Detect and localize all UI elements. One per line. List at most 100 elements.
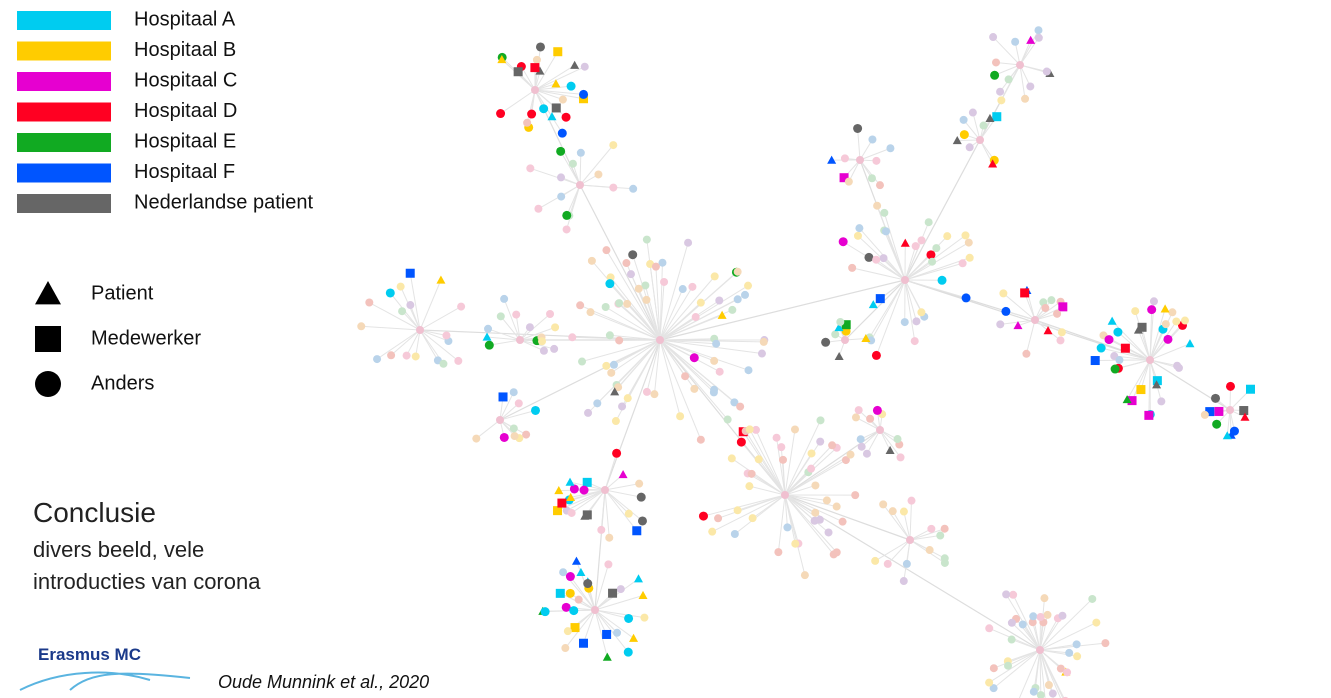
node	[902, 559, 911, 568]
edge	[614, 339, 661, 393]
node	[608, 588, 618, 598]
edge	[1039, 649, 1046, 698]
edge	[963, 119, 981, 141]
node	[594, 170, 603, 179]
node	[811, 481, 820, 490]
edge	[659, 300, 720, 341]
node	[822, 496, 831, 505]
edge	[409, 273, 421, 331]
node	[539, 104, 549, 114]
edge	[613, 339, 661, 366]
edge	[1140, 359, 1151, 390]
node	[996, 87, 1005, 96]
node	[602, 629, 612, 639]
legend-label: Hospitaal B	[134, 39, 236, 61]
edge	[1039, 643, 1077, 651]
node	[640, 613, 649, 622]
hub	[901, 276, 909, 284]
legend-shape	[35, 281, 61, 305]
node	[862, 449, 871, 458]
node	[1212, 419, 1222, 429]
node	[717, 310, 727, 319]
edge	[784, 454, 851, 496]
node	[710, 356, 719, 365]
node	[778, 455, 787, 464]
hub	[416, 326, 424, 334]
hub	[531, 86, 539, 94]
edge	[784, 429, 796, 496]
node	[829, 550, 838, 559]
node	[1205, 407, 1215, 417]
node	[800, 571, 809, 580]
node	[565, 477, 575, 486]
edge	[859, 147, 891, 161]
node	[1011, 37, 1020, 46]
node	[807, 449, 816, 458]
node	[958, 259, 967, 268]
node	[1090, 356, 1100, 366]
node	[744, 281, 753, 290]
node	[952, 135, 962, 145]
node	[566, 81, 576, 91]
node	[534, 204, 543, 213]
edge	[1019, 40, 1032, 66]
node	[838, 237, 848, 247]
node	[1007, 635, 1016, 644]
edge	[904, 279, 1151, 361]
edge	[499, 409, 536, 421]
hub	[516, 336, 524, 344]
node	[867, 174, 876, 183]
legend-label: Patient	[91, 282, 154, 304]
node	[569, 484, 579, 494]
node	[816, 416, 825, 425]
node	[1113, 327, 1123, 337]
node	[602, 652, 612, 661]
edge	[866, 429, 881, 454]
edge	[711, 494, 786, 533]
node	[832, 502, 841, 511]
node	[853, 231, 862, 240]
node	[727, 454, 736, 463]
node	[623, 299, 632, 308]
node	[1200, 410, 1209, 419]
node	[498, 392, 508, 402]
node	[587, 256, 596, 265]
edge	[875, 259, 906, 281]
node	[985, 113, 995, 123]
node	[602, 246, 611, 255]
edge	[499, 403, 520, 421]
hub	[496, 416, 504, 424]
node	[567, 508, 576, 517]
edge	[861, 429, 881, 448]
node	[557, 173, 566, 182]
node	[580, 62, 589, 71]
node	[557, 498, 567, 508]
edge	[534, 89, 584, 100]
edge	[1131, 359, 1151, 401]
node	[605, 279, 615, 289]
edge	[906, 539, 911, 564]
hub	[856, 156, 864, 164]
node	[1057, 328, 1066, 337]
node	[748, 514, 757, 523]
edge	[904, 242, 970, 281]
node	[965, 253, 974, 262]
edge	[1012, 594, 1041, 651]
node	[757, 349, 766, 358]
node	[538, 337, 547, 346]
node	[691, 313, 700, 322]
node	[510, 432, 519, 441]
node	[940, 554, 949, 563]
node	[821, 337, 831, 347]
node	[540, 607, 550, 617]
edge	[500, 89, 536, 114]
hub	[781, 491, 789, 499]
edge	[519, 313, 551, 341]
node	[996, 320, 1005, 329]
node	[632, 526, 642, 536]
edge	[870, 279, 906, 341]
edge	[579, 184, 661, 341]
edge	[594, 609, 629, 653]
hub	[876, 426, 884, 434]
edge	[486, 336, 521, 341]
